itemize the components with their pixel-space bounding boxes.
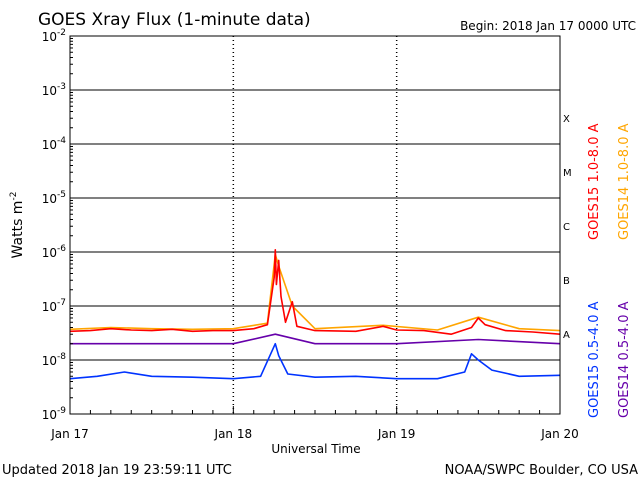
y-tick-label: 10-3: [42, 82, 66, 98]
series-line: [69, 342, 561, 380]
flare-class-label: M: [563, 168, 572, 179]
y-tick-exp: -3: [57, 82, 66, 92]
y-tick-label: 10-2: [42, 28, 66, 44]
legend-entry: GOES14 1.0-8.0 A: [617, 123, 632, 240]
legend-entry: GOES15 0.5-4.0 A: [587, 301, 602, 418]
y-tick-label: 10-7: [42, 298, 66, 314]
y-tick-base: 10: [42, 192, 57, 206]
y-tick-label: 10-5: [42, 190, 66, 206]
flare-class-group: A B C M X: [563, 114, 572, 341]
series-line: [69, 249, 561, 336]
y-tick-label: 10-8: [42, 352, 67, 368]
y-tick-base: 10: [42, 246, 57, 260]
y-axis-title: Watts m-2: [9, 192, 26, 259]
y-axis-title-main: Watts m: [10, 201, 26, 259]
y-tick-base: 10: [42, 354, 57, 368]
chart-title: GOES Xray Flux (1-minute data): [38, 10, 311, 30]
updated-label: Updated 2018 Jan 19 23:59:11 UTC: [2, 463, 232, 478]
flare-class-label: B: [563, 276, 570, 287]
x-axis-title: Universal Time: [271, 442, 360, 456]
y-axis-title-exp: -2: [9, 192, 19, 201]
y-tick-base: 10: [42, 138, 57, 152]
y-tick-label: 10-6: [42, 244, 67, 260]
y-tick-exp: -8: [57, 352, 66, 362]
y-tick-base: 10: [42, 84, 57, 98]
flare-class-label: C: [563, 222, 570, 233]
y-tick-exp: -2: [57, 28, 66, 38]
y-tick-exp: -4: [57, 136, 66, 146]
begin-label: Begin: 2018 Jan 17 0000 UTC: [460, 19, 636, 33]
x-tick-label: Jan 20: [540, 427, 579, 441]
x-tick-label: Jan 17: [50, 427, 89, 441]
y-axis-title-text: Watts m-2: [9, 192, 26, 259]
y-tick-base: 10: [42, 408, 57, 422]
flare-class-label: X: [563, 114, 570, 125]
y-tick-base: 10: [42, 300, 57, 314]
plot-frame: [69, 35, 561, 415]
y-tick-label: 10-9: [42, 406, 67, 422]
x-tick-label: Jan 18: [214, 427, 253, 441]
legend: GOES15 1.0-8.0 A GOES14 1.0-8.0 A GOES15 0…: [587, 123, 632, 418]
legend-entry: GOES14 0.5-4.0 A: [617, 301, 632, 418]
flare-class-label: A: [563, 330, 570, 341]
y-tick-label: 10-4: [42, 136, 67, 152]
y-tick-exp: -6: [57, 244, 66, 254]
series-group: [69, 249, 561, 380]
x-tick-label: Jan 19: [377, 427, 416, 441]
y-tick-base: 10: [42, 30, 57, 44]
y-tick-exp: -7: [57, 298, 66, 308]
y-tick-exp: -9: [57, 406, 66, 416]
credit-label: NOAA/SWPC Boulder, CO USA: [445, 463, 638, 478]
y-tick-exp: -5: [57, 190, 66, 200]
series-line: [70, 333, 561, 345]
legend-entry: GOES15 1.0-8.0 A: [587, 123, 602, 240]
